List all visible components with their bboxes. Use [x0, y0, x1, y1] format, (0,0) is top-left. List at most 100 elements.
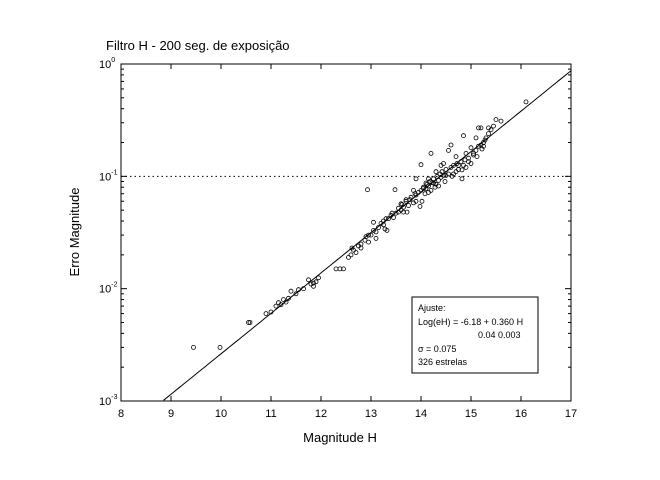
data-point [473, 135, 479, 141]
data-point [486, 131, 491, 137]
data-point [366, 232, 371, 238]
data-point [273, 303, 279, 309]
data-point [306, 277, 311, 283]
data-point [493, 117, 499, 122]
data-point [423, 186, 429, 191]
data-point [408, 194, 414, 200]
data-point [358, 245, 364, 251]
y-tick-label: 10-2 [99, 282, 118, 296]
data-point [459, 176, 465, 182]
data-point [391, 215, 396, 220]
y-tick-label: 100 [99, 57, 115, 71]
x-tick-label: 16 [515, 408, 527, 420]
data-point [308, 281, 314, 287]
data-point [426, 189, 431, 195]
data-point [451, 171, 456, 177]
data-point [433, 169, 439, 175]
data-point [288, 288, 294, 294]
data-point [401, 209, 406, 215]
data-point [426, 183, 431, 189]
data-point [466, 155, 471, 161]
data-point [386, 216, 391, 222]
data-point [459, 167, 465, 173]
data-point [466, 159, 471, 165]
data-point [483, 135, 489, 141]
data-point [311, 283, 316, 289]
data-point [446, 147, 451, 153]
data-point [316, 275, 321, 281]
data-point [348, 252, 354, 258]
data-point [333, 266, 339, 272]
data-point [301, 286, 306, 292]
legend-line-5: 326 estrelas [418, 357, 468, 367]
data-point [268, 309, 274, 315]
data-point [468, 145, 474, 151]
data-point [482, 137, 488, 143]
data-point [451, 162, 456, 168]
x-tick-label: 8 [118, 408, 124, 420]
data-point [443, 172, 449, 178]
data-point [349, 245, 355, 251]
data-point [341, 266, 346, 272]
data-point [486, 125, 491, 131]
data-point [463, 164, 469, 170]
data-point [378, 221, 384, 226]
data-point [453, 169, 459, 175]
data-point [376, 225, 381, 230]
data-point [443, 167, 449, 172]
legend: Ajuste: Log(eH) = -6.18 + 0.360 H 0.04 0… [411, 296, 539, 374]
data-point [373, 229, 379, 235]
data-point [456, 162, 461, 168]
data-point [247, 320, 253, 325]
legend-line-1: Ajuste: [418, 303, 446, 313]
data-point [471, 152, 476, 158]
y-tick-exponent: -2 [111, 282, 117, 289]
data-point [441, 172, 446, 178]
data-point [421, 186, 426, 191]
data-point [431, 180, 436, 186]
data-point [413, 198, 419, 204]
x-tick-label: 14 [415, 408, 427, 420]
x-axis-label: Magnitude H [303, 430, 377, 445]
data-point [396, 205, 401, 211]
legend-line-3: 0.04 0.003 [478, 330, 521, 340]
data-point [401, 204, 406, 210]
data-point [476, 125, 481, 131]
data-point [481, 143, 486, 149]
data-point [263, 311, 269, 317]
data-point [491, 123, 496, 129]
plot-area [120, 63, 572, 402]
data-point [448, 142, 454, 148]
data-point [478, 125, 484, 131]
data-point [413, 192, 419, 198]
data-point [463, 150, 469, 156]
data-point [371, 227, 376, 233]
data-point [476, 143, 481, 149]
x-tick-label: 13 [365, 408, 377, 420]
data-point [191, 344, 196, 350]
data-point [381, 222, 386, 228]
data-point [436, 183, 441, 189]
data-point [384, 227, 390, 233]
x-tick-label: 17 [565, 408, 577, 420]
data-point [406, 203, 411, 208]
chart-title: Filtro H - 200 seg. de exposição [106, 38, 290, 53]
data-point [278, 302, 284, 308]
data-point [383, 216, 389, 222]
data-point [436, 177, 441, 183]
data-point [366, 239, 371, 245]
data-point [281, 297, 286, 303]
y-tick-exponent: -1 [111, 169, 117, 176]
data-point [417, 203, 423, 209]
data-point [373, 235, 379, 241]
data-point [246, 320, 251, 325]
x-tick-label: 11 [265, 408, 276, 420]
x-tick-label: 10 [215, 408, 227, 420]
data-point [293, 291, 299, 297]
y-tick-label: 10-3 [99, 394, 118, 408]
data-point [217, 344, 223, 350]
plot-frame [120, 63, 572, 402]
data-point [413, 176, 419, 182]
data-point [389, 210, 395, 216]
